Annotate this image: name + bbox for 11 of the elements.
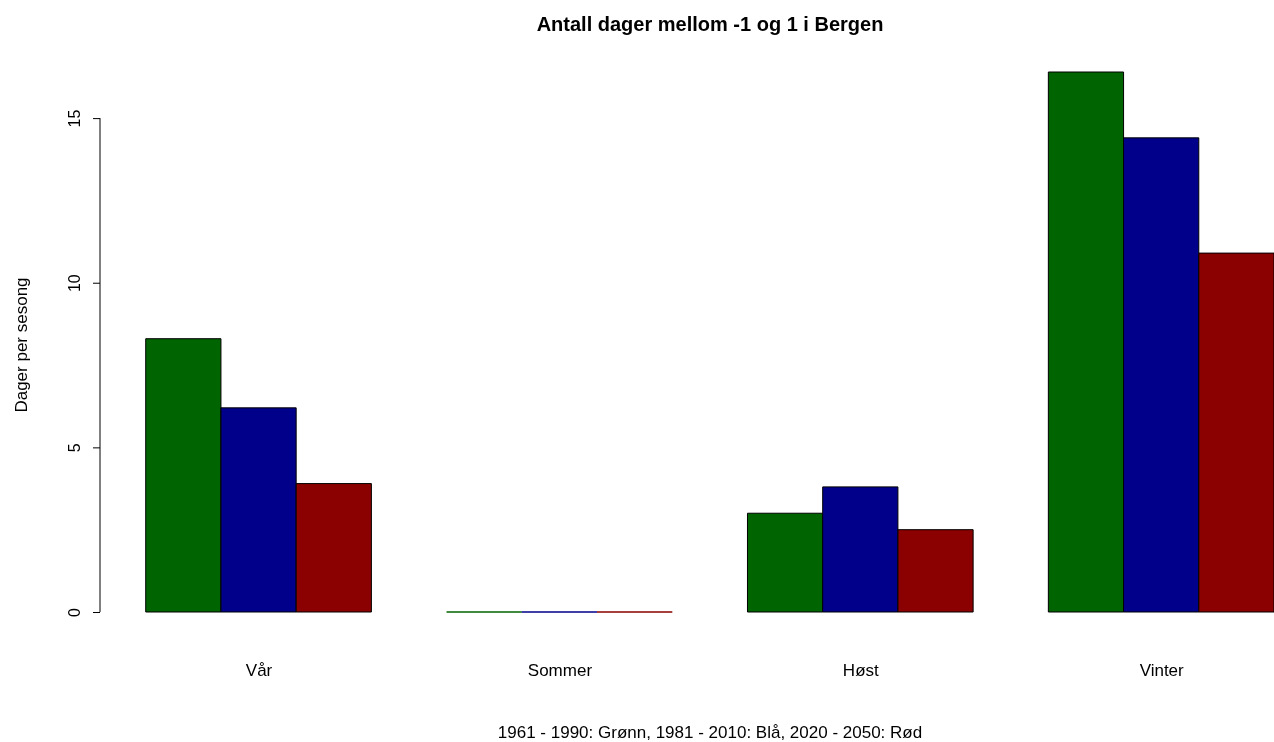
x-axis-title: 1961 - 1990: Grønn, 1981 - 2010: Blå, 2020 - 2050: Rød [497,723,923,742]
y-tick-label: 0 [66,607,83,617]
y-tick-label: 5 [66,443,83,453]
x-tick-label: Vinter [1139,661,1185,681]
chart-title: Antall dager mellom -1 og 1 i Bergen [536,13,884,35]
x-tick-label: Sommer [527,661,593,681]
x-tick-label: Høst [842,661,880,681]
y-axis-title: Dager per sesong [12,277,31,413]
x-tick-label: Vår [245,661,273,681]
y-tick-label: 15 [66,109,83,128]
y-tick-label: 10 [66,274,83,293]
